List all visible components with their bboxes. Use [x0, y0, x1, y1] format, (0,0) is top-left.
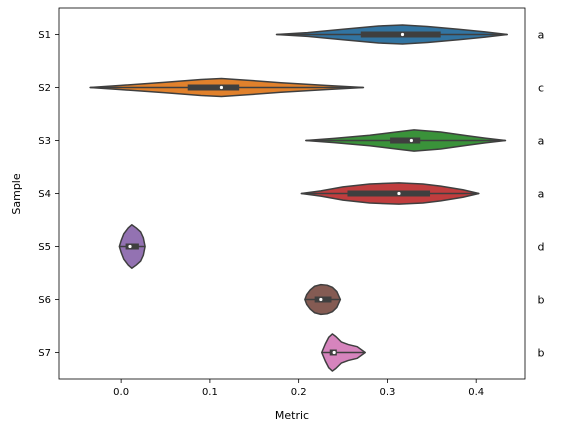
median-dot-s1: [401, 33, 404, 36]
violins: [90, 25, 507, 371]
significance-letter-s5: d: [538, 241, 545, 254]
significance-letter-s1: a: [538, 29, 545, 42]
y-tick-label-s4: S4: [38, 189, 51, 200]
median-dot-s2: [220, 86, 223, 89]
violin-s6: [305, 285, 341, 315]
violin-s3: [306, 130, 506, 151]
x-tick-label: 0.0: [113, 387, 129, 398]
significance-letter-s7: b: [538, 347, 545, 360]
violin-s1: [276, 25, 507, 44]
median-dot-s5: [128, 245, 131, 248]
significance-letter-s2: c: [538, 82, 544, 95]
x-tick-label: 0.3: [379, 387, 395, 398]
x-axis: 0.0 0.1 0.2 0.3 0.4: [113, 379, 484, 398]
iqr-box-s4: [347, 191, 430, 197]
violin-s4: [301, 183, 479, 204]
x-tick-label: 0.4: [468, 387, 484, 398]
y-tick-label-s5: S5: [38, 242, 51, 253]
y-tick-label-s6: S6: [38, 295, 51, 306]
violin-s2: [90, 78, 363, 96]
y-tick-label-s7: S7: [38, 348, 51, 359]
median-dot-s4: [397, 192, 400, 195]
significance-letters: a c a a d b b: [538, 29, 545, 360]
significance-letter-s6: b: [538, 294, 545, 307]
median-dot-s7: [333, 351, 336, 354]
iqr-box-s2: [188, 85, 239, 91]
y-axis-title: Sample: [10, 173, 23, 214]
x-axis-title: Metric: [275, 409, 309, 422]
iqr-box-s6: [315, 297, 332, 303]
y-axis: S1 S2 S3 S4 S5 S6 S7: [38, 30, 59, 359]
median-dot-s6: [319, 298, 322, 301]
y-tick-label-s2: S2: [38, 83, 51, 94]
x-tick-label: 0.2: [291, 387, 307, 398]
iqr-box-s3: [390, 138, 420, 144]
iqr-box-s1: [361, 32, 441, 38]
violin-s7: [322, 334, 365, 371]
iqr-box-s5: [126, 244, 139, 250]
y-tick-label-s1: S1: [38, 30, 51, 41]
significance-letter-s4: a: [538, 188, 545, 201]
median-dot-s3: [410, 139, 413, 142]
violin-s5: [119, 225, 145, 268]
significance-letter-s3: a: [538, 135, 545, 148]
x-tick-label: 0.1: [202, 387, 218, 398]
y-tick-label-s3: S3: [38, 136, 51, 147]
